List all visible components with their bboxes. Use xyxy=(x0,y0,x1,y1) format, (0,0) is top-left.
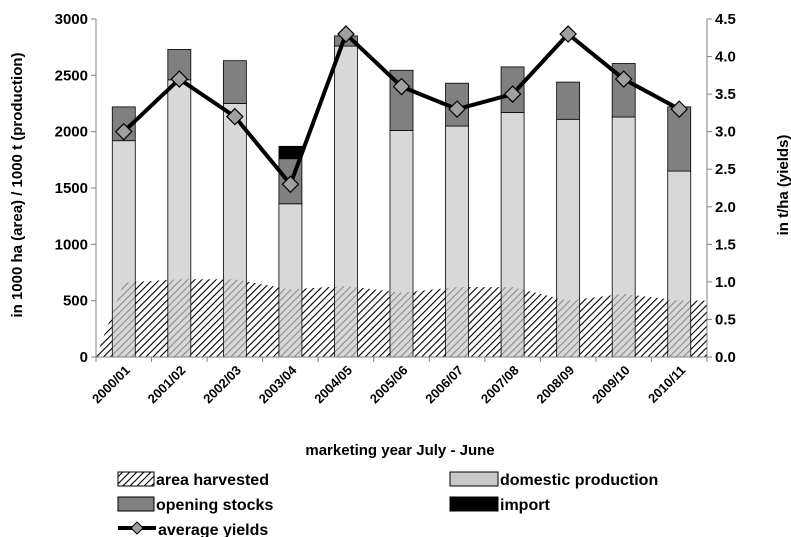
average-yields-marker xyxy=(170,70,189,88)
x-tick-label: 2006/07 xyxy=(422,363,466,407)
y-tick-label: 2000 xyxy=(55,124,88,141)
legend-label-opening-stocks: opening stocks xyxy=(156,497,273,514)
bar-domestic-production xyxy=(556,118,581,358)
bar-domestic-production xyxy=(278,203,303,358)
legend-label-average-yields: average yields xyxy=(158,522,268,537)
y2-tick-label: 3.0 xyxy=(715,124,736,141)
average-yields-marker xyxy=(114,122,133,141)
legend-label-import: import xyxy=(500,497,550,514)
x-tick-label: 2005/06 xyxy=(367,363,411,407)
legend-label-area-harvested: area harvested xyxy=(156,472,269,489)
bar-domestic-production xyxy=(334,45,358,358)
y-tick-label: 500 xyxy=(63,293,88,310)
legend-swatch-opening-stocks xyxy=(117,496,155,512)
average-yields-marker xyxy=(503,85,522,103)
y2-tick-label: 4.0 xyxy=(715,49,736,66)
legend-swatch-area-harvested xyxy=(117,471,155,487)
y2-tick-label: 3.5 xyxy=(715,86,736,103)
average-yields-marker xyxy=(670,100,689,118)
legend-swatch-average-yields-marker xyxy=(130,521,144,535)
legend-swatch-import xyxy=(449,496,499,512)
x-tick-label: 2003/04 xyxy=(256,362,300,406)
bar-opening-stocks xyxy=(222,60,247,104)
bar-domestic-production xyxy=(500,112,525,358)
y2-tick-label: 1.5 xyxy=(715,236,736,253)
y2-tick-label: 0.0 xyxy=(715,349,736,366)
axes-layer xyxy=(91,18,712,362)
y2-axis-title: in t/ha (yields) xyxy=(775,135,791,236)
yield-line-layer xyxy=(114,25,689,194)
legend-swatch-domestic-production xyxy=(449,471,499,487)
x-tick-label: 2004/05 xyxy=(311,363,355,407)
average-yields-marker xyxy=(614,70,633,88)
y-tick-label: 3000 xyxy=(55,11,88,28)
bar-domestic-production xyxy=(167,79,192,358)
y-axis-title: in 1000 ha (area) / 1000 t (production) xyxy=(9,52,26,317)
x-tick-label: 2008/09 xyxy=(533,363,577,407)
bar-domestic-production xyxy=(667,170,692,358)
bar-domestic-production xyxy=(611,116,636,358)
x-tick-label: 2009/10 xyxy=(589,363,633,407)
y-tick-label: 1500 xyxy=(55,180,88,197)
y2-tick-label: 2.0 xyxy=(715,199,736,216)
x-tick-label: 2007/08 xyxy=(478,363,522,407)
bar-domestic-production xyxy=(445,125,469,358)
average-yields-marker xyxy=(392,77,411,96)
average-yields-marker xyxy=(448,100,466,118)
average-yields-marker xyxy=(337,25,355,43)
y2-tick-label: 0.5 xyxy=(715,311,736,328)
y2-tick-label: 1.0 xyxy=(715,274,736,291)
bar-domestic-production xyxy=(111,140,136,358)
average-yields-marker xyxy=(281,175,300,194)
average-yields-marker xyxy=(226,107,244,126)
bar-domestic-production xyxy=(222,103,247,358)
y2-tick-label: 2.5 xyxy=(715,161,736,178)
y-tick-label: 1000 xyxy=(55,236,88,253)
x-tick-label: 2001/02 xyxy=(145,363,189,407)
legend: area harvested domestic production openi… xyxy=(117,471,658,537)
x-tick-label: 2000/01 xyxy=(89,363,133,407)
average-yields-marker xyxy=(559,25,577,43)
bar-opening-stocks xyxy=(556,81,581,120)
y2-tick-label: 4.5 xyxy=(715,11,736,28)
legend-label-domestic-production: domestic production xyxy=(500,472,658,489)
x-axis-title: marketing year July - June xyxy=(305,442,494,459)
y-tick-label: 2500 xyxy=(55,67,88,84)
x-tick-label: 2002/03 xyxy=(200,363,244,407)
bar-domestic-production xyxy=(389,130,414,358)
y-tick-label: 0 xyxy=(80,349,88,366)
x-tick-label: 2010/11 xyxy=(645,363,688,406)
